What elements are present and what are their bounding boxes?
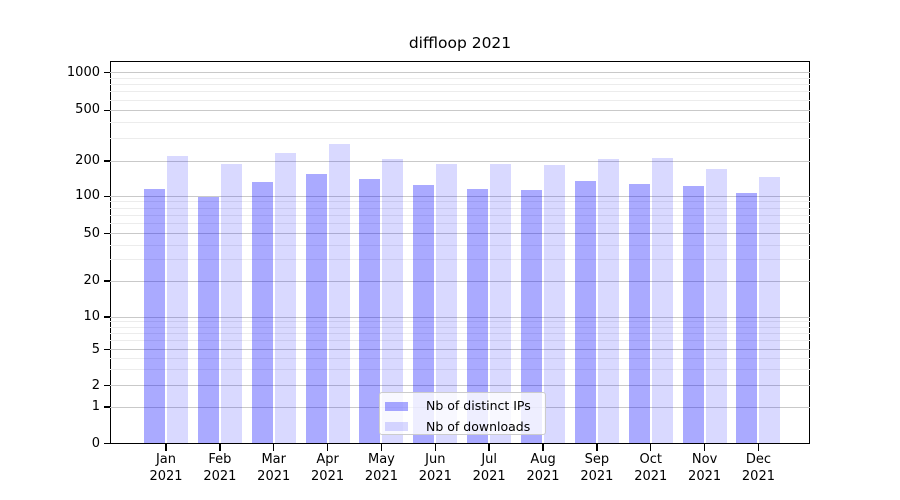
bar-downloads-feb xyxy=(220,163,242,444)
x-tick-label-dec: Dec 2021 xyxy=(741,452,775,484)
bar-distinct-ips-may xyxy=(359,179,381,444)
y-tick-label-20: 20 xyxy=(83,273,100,288)
x-tick-jun xyxy=(434,444,437,451)
y-tick-20 xyxy=(103,280,110,282)
x-tick-label-mar: Mar 2021 xyxy=(257,452,291,484)
x-tick-label-jan: Jan 2021 xyxy=(149,452,183,484)
legend-label-downloads: Nb of downloads xyxy=(426,418,531,434)
bar-distinct-ips-nov xyxy=(682,186,704,444)
y-tick-label-5: 5 xyxy=(91,341,100,357)
y-tick-500 xyxy=(103,109,110,112)
x-tick-dec xyxy=(757,444,760,451)
bar-downloads-mar xyxy=(274,153,296,444)
legend-item-downloads: Nb of downloads xyxy=(385,419,545,435)
y-tick-1 xyxy=(103,406,110,408)
chart-title: diffloop 2021 xyxy=(408,34,512,52)
legend: Nb of distinct IPs Nb of downloads xyxy=(379,392,546,435)
y-tick-label-500: 500 xyxy=(75,102,100,118)
bar-distinct-ips-apr xyxy=(305,173,327,444)
y-tick-5 xyxy=(103,348,110,351)
x-tick-label-sep: Sep 2021 xyxy=(580,452,614,484)
x-tick-nov xyxy=(703,444,706,451)
x-tick-jul xyxy=(488,444,490,451)
x-tick-label-nov: Nov 2021 xyxy=(688,452,722,484)
x-tick-label-jun: Jun 2021 xyxy=(418,452,452,484)
y-tick-2 xyxy=(103,384,110,387)
x-tick-oct xyxy=(649,444,652,451)
bar-distinct-ips-jan xyxy=(144,189,165,444)
bar-distinct-ips-feb xyxy=(197,197,219,444)
x-tick-label-may: May 2021 xyxy=(364,452,398,484)
x-tick-jan xyxy=(165,444,167,451)
bar-distinct-ips-oct xyxy=(628,184,650,444)
bar-downloads-may xyxy=(382,158,404,444)
bar-downloads-sep xyxy=(597,159,619,444)
y-tick-200 xyxy=(103,160,110,162)
y-tick-label-10: 10 xyxy=(83,309,100,324)
bar-downloads-nov xyxy=(705,168,727,444)
legend-item-distinct-ips: Nb of distinct IPs xyxy=(385,398,545,414)
legend-label-distinct-ips: Nb of distinct IPs xyxy=(426,398,531,413)
bar-downloads-oct xyxy=(651,158,673,444)
bar-downloads-aug xyxy=(544,164,566,444)
bar-distinct-ips-dec xyxy=(736,192,758,444)
y-tick-label-200: 200 xyxy=(75,153,100,168)
y-tick-50 xyxy=(103,232,110,235)
legend-swatch-distinct-ips xyxy=(385,401,408,411)
x-tick-feb xyxy=(219,444,221,451)
bar-distinct-ips-jun xyxy=(413,185,435,444)
x-tick-sep xyxy=(596,444,598,451)
y-tick-label-2: 2 xyxy=(91,377,100,393)
bar-downloads-jul xyxy=(490,164,512,444)
x-tick-aug xyxy=(542,444,544,451)
bar-distinct-ips-jul xyxy=(467,188,489,444)
y-tick-0 xyxy=(103,442,110,445)
bar-downloads-jan xyxy=(167,156,188,444)
x-tick-mar xyxy=(272,444,275,451)
bar-downloads-dec xyxy=(759,177,781,444)
y-tick-label-100: 100 xyxy=(75,188,100,204)
y-tick-label-0: 0 xyxy=(91,435,100,451)
y-tick-100 xyxy=(103,195,110,198)
x-tick-may xyxy=(380,444,383,451)
y-tick-label-1000: 1000 xyxy=(66,64,100,80)
bar-distinct-ips-aug xyxy=(521,189,543,444)
x-tick-label-jul: Jul 2021 xyxy=(472,452,506,484)
bar-distinct-ips-mar xyxy=(251,181,273,444)
y-tick-1000 xyxy=(103,71,110,74)
x-tick-apr xyxy=(326,444,329,451)
x-tick-label-oct: Oct 2021 xyxy=(634,452,668,484)
x-tick-label-feb: Feb 2021 xyxy=(203,452,237,484)
bar-downloads-jun xyxy=(436,164,458,444)
y-tick-10 xyxy=(103,316,110,318)
y-tick-label-50: 50 xyxy=(83,225,100,241)
bar-distinct-ips-sep xyxy=(574,181,596,444)
legend-swatch-downloads xyxy=(385,422,408,431)
x-tick-label-apr: Apr 2021 xyxy=(311,452,345,484)
x-tick-label-aug: Aug 2021 xyxy=(526,452,560,484)
y-tick-label-1: 1 xyxy=(91,399,100,414)
bar-downloads-apr xyxy=(328,143,350,444)
